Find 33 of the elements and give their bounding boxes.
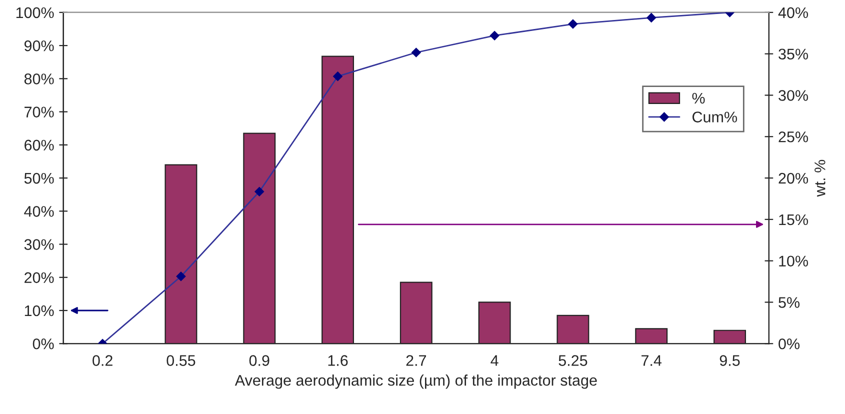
y-tick-label: 60% [24,140,54,151]
y-tick-label: 50% [24,172,54,184]
y-tick-label: 20% [24,272,54,284]
y2-tick-label: 15% [779,214,808,226]
x-tick-label: 1.6 [328,355,348,366]
y2-tick-label: 5% [778,297,800,308]
y-tick-label: 70% [24,106,54,118]
y2-axis-title: wt. % [814,160,826,197]
x-tick-label: 2.7 [406,355,426,366]
y-tick-label: 30% [24,239,54,250]
x-tick-label: 0.55 [166,355,196,366]
y2-tick-label: 40% [778,7,808,18]
x-tick-label: 7.4 [642,355,662,366]
y-tick-label: 100% [16,7,54,18]
legend-label: % [692,92,705,104]
y2-tick-label: 35% [778,48,808,60]
x-tick-label: 0.2 [92,355,112,366]
y2-tick-label: 10% [779,256,808,267]
y-tick-label: 0% [32,338,54,350]
legend-label: Cum% [692,112,738,122]
y-tick-label: 80% [24,74,54,84]
y-tick-label: 90% [24,40,54,52]
x-axis-title: Average aerodynamic size (µm) of the impactor stage [234,374,597,389]
x-tick-label: 9.5 [720,355,740,366]
y2-tick-label: 0% [778,338,800,350]
y2-tick-label: 25% [778,131,808,142]
x-tick-label: 0.9 [249,355,270,366]
y-tick-label: 40% [24,206,54,217]
x-tick-label: 5.25 [558,355,588,366]
y2-tick-label: 30% [778,90,808,101]
y-tick-label: 10% [24,305,54,316]
y2-tick-label: 20% [778,172,808,184]
x-tick-label: 4 [490,355,498,366]
